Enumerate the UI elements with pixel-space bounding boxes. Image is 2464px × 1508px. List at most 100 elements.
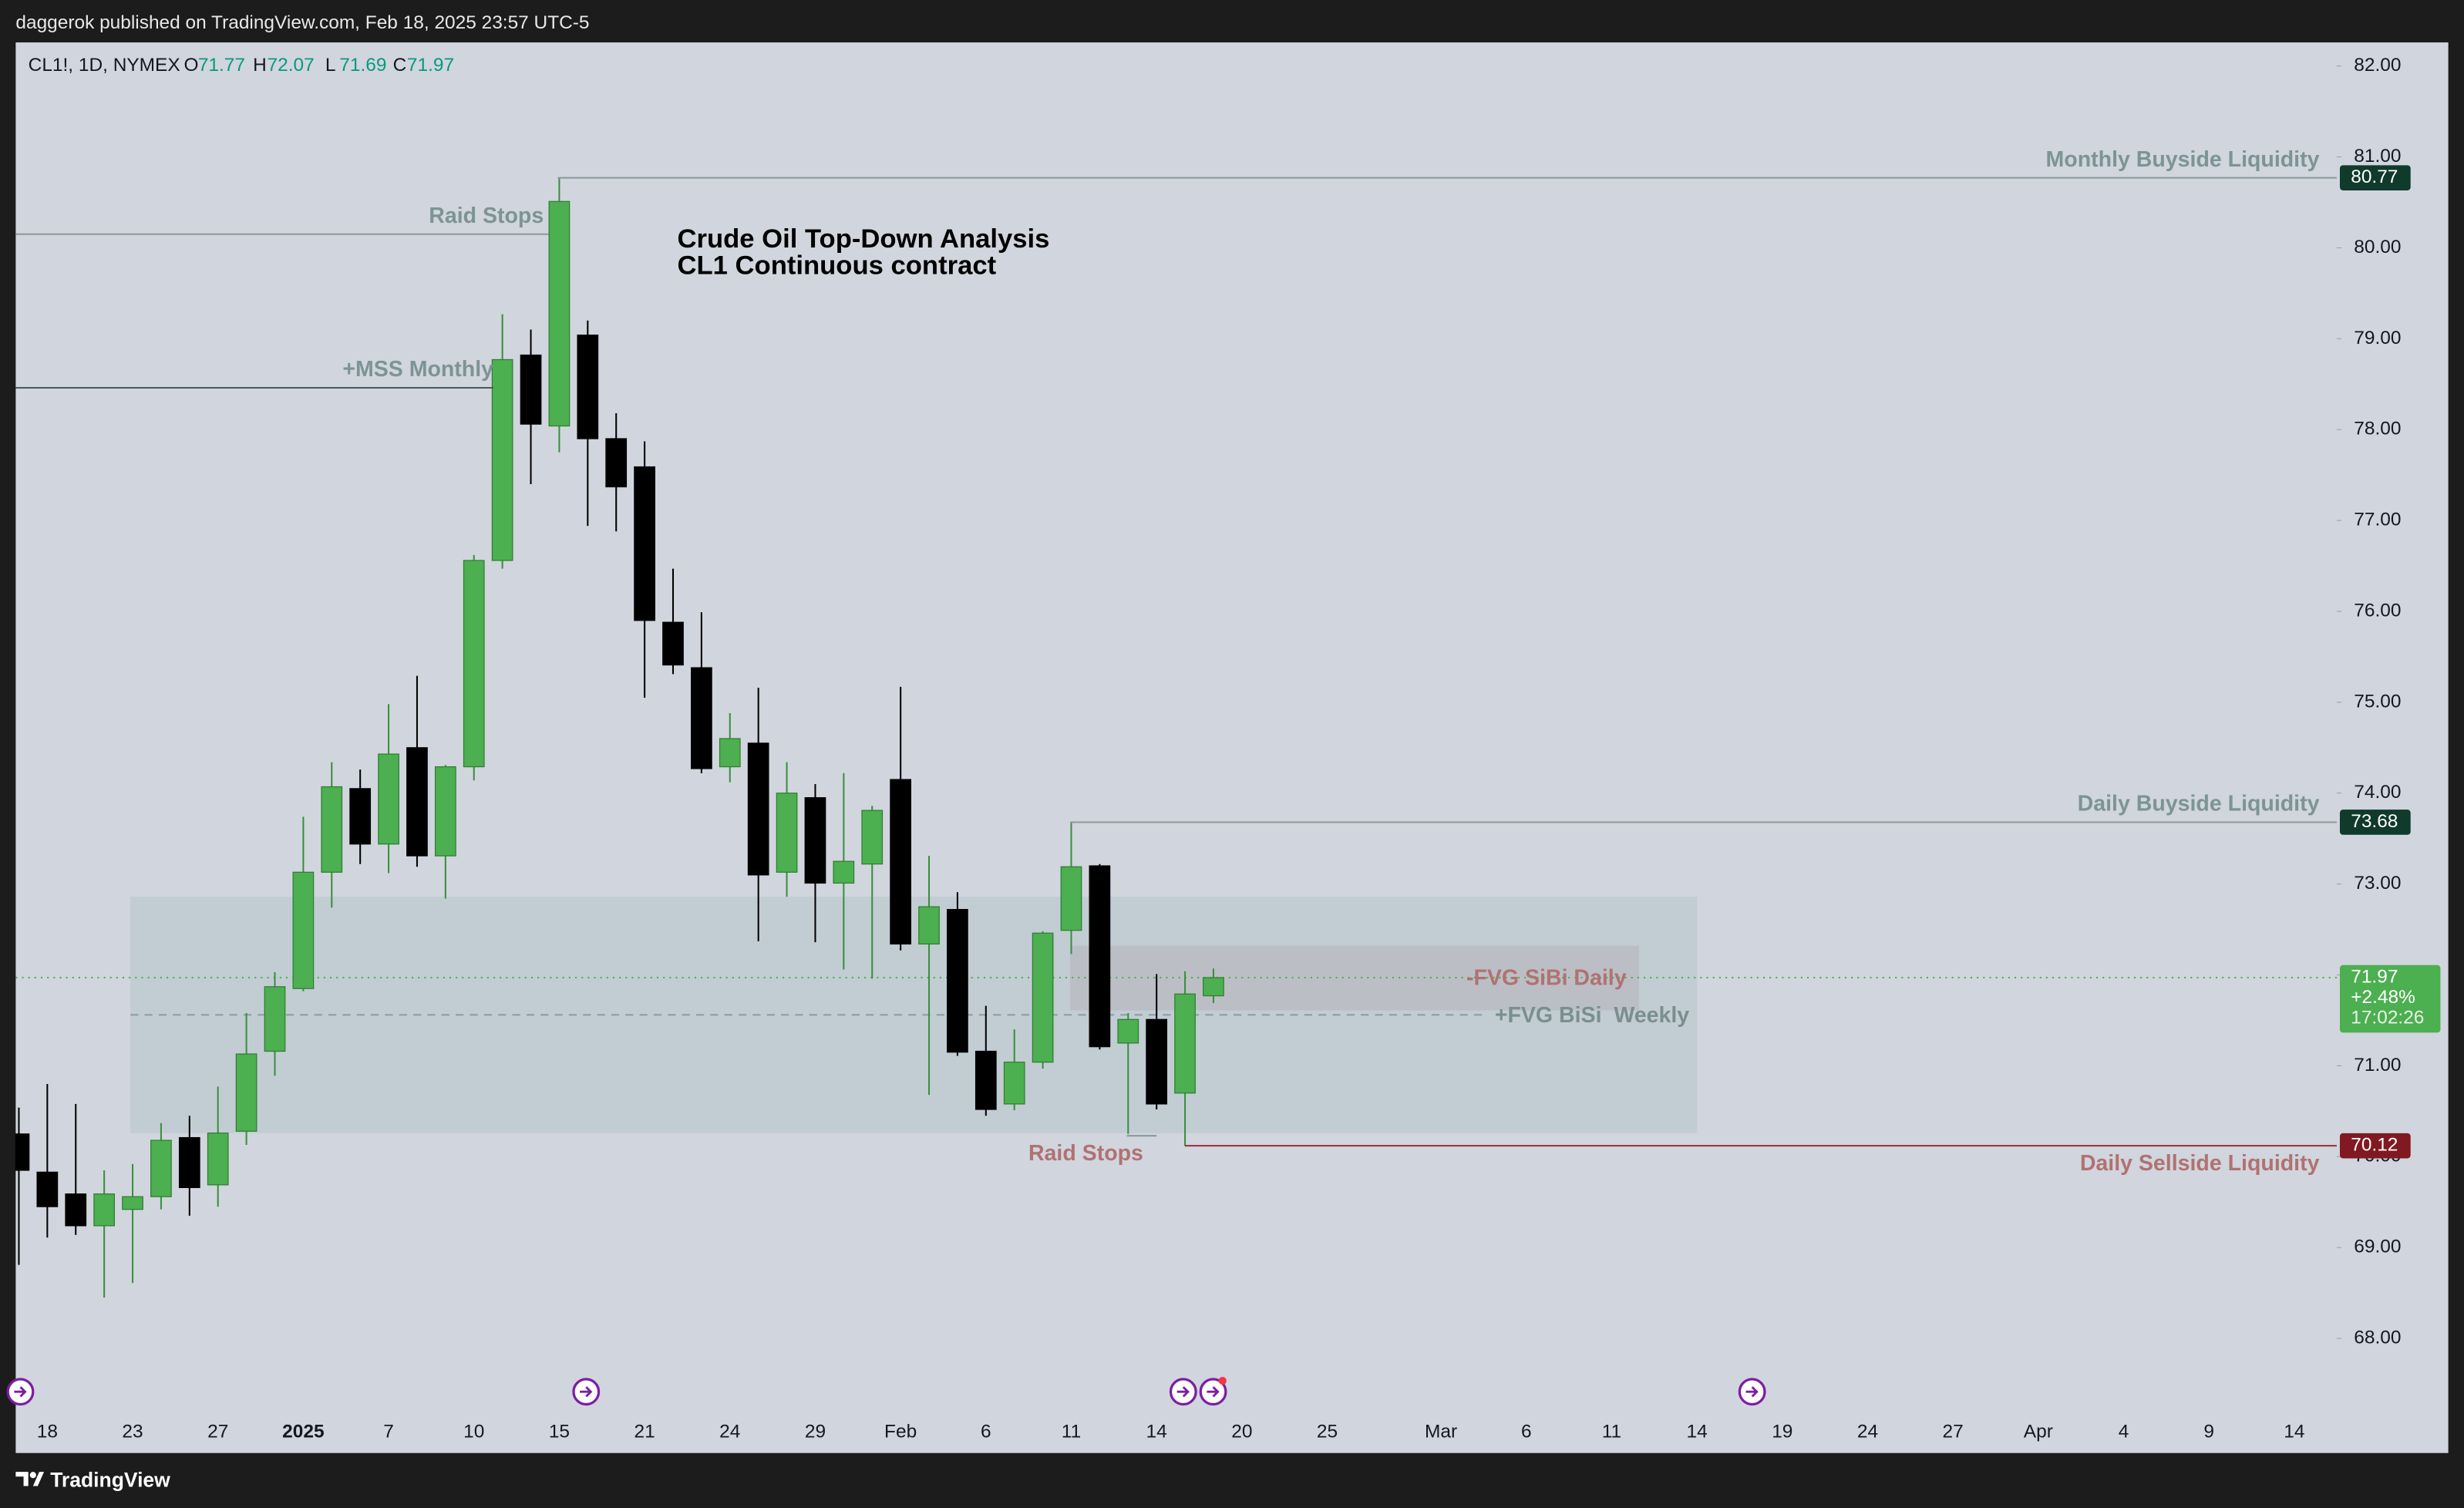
last-price-badge	[2339, 964, 2441, 1033]
y-tick-label: 71.00	[2354, 1055, 2401, 1075]
brand: TradingView	[50, 1468, 170, 1491]
level-label: Daily Buyside Liquidity	[2078, 792, 2320, 816]
candle-body	[406, 747, 428, 857]
y-tick-label: 81.00	[2354, 146, 2401, 167]
x-tick-label: 11	[1062, 1422, 1081, 1442]
candle-body	[321, 786, 343, 873]
ohlc-value: 72.07	[268, 55, 315, 76]
x-tick-label: 15	[549, 1422, 570, 1442]
zone-label: -FVG SiBi Daily	[1466, 966, 1627, 991]
candle-body	[1174, 993, 1196, 1094]
countdown: 17:02:26	[2351, 1007, 2424, 1028]
y-tick-label: 78.00	[2354, 419, 2401, 439]
last-change: +2.48%	[2351, 987, 2415, 1008]
x-tick-label: 24	[719, 1422, 740, 1442]
candle-body	[833, 860, 855, 884]
candle-body	[122, 1196, 143, 1210]
price-badge-label: 70.12	[2351, 1135, 2398, 1156]
candle-body	[974, 1050, 997, 1110]
candle-body	[918, 906, 940, 945]
candle-body	[691, 667, 712, 769]
x-tick-label: Mar	[1425, 1422, 1457, 1442]
x-tick-label: 24	[1857, 1422, 1878, 1442]
event-icon-glyph	[14, 1386, 27, 1398]
y-tick-label: 74.00	[2354, 782, 2401, 803]
candle-body	[292, 871, 315, 989]
candle-body	[65, 1193, 87, 1227]
brand-logo	[15, 1472, 45, 1486]
y-tick-label: 82.00	[2354, 55, 2401, 76]
x-tick-label: 7	[383, 1422, 394, 1442]
y-tick-label: 75.00	[2354, 691, 2401, 712]
candle-body	[1032, 932, 1054, 1063]
x-tick-label: 20	[1231, 1422, 1252, 1442]
x-tick-label: 14	[1687, 1422, 1708, 1442]
ohlc-label: L	[325, 55, 336, 76]
candle-body	[1003, 1062, 1025, 1105]
chart-pane	[15, 42, 2449, 1453]
candle-body	[207, 1133, 229, 1186]
ohlc-label: O	[183, 55, 198, 76]
candle-body	[776, 793, 798, 873]
level-label: +MSS Monthly	[342, 357, 493, 382]
candle-body	[15, 1133, 30, 1171]
x-tick-label: 9	[2203, 1422, 2214, 1442]
x-tick-label: 14	[2284, 1422, 2304, 1442]
candle-body	[235, 1053, 258, 1132]
candle-body	[634, 466, 655, 621]
x-tick-label: 4	[2119, 1422, 2129, 1442]
price-badge-label: 73.68	[2351, 811, 2398, 832]
x-tick-label: 14	[1146, 1422, 1167, 1442]
level-label: Daily Sellside Liquidity	[2080, 1151, 2320, 1176]
candle-body	[1146, 1018, 1168, 1105]
y-tick-label: 79.00	[2354, 328, 2401, 348]
candle-body	[890, 779, 911, 945]
x-tick-label: 2025	[282, 1422, 324, 1442]
level-label: Raid Stops	[1028, 1141, 1143, 1166]
candle-body	[378, 753, 399, 845]
x-tick-label: 18	[37, 1422, 58, 1442]
x-tick-label: 27	[207, 1422, 228, 1442]
x-tick-label: 25	[1317, 1422, 1338, 1442]
y-tick-label: 69.00	[2354, 1237, 2401, 1257]
x-tick-label: 11	[1602, 1422, 1621, 1442]
y-tick-label: 80.00	[2354, 237, 2401, 258]
candle-body	[434, 766, 456, 857]
candle-body	[491, 358, 513, 561]
candle-body	[747, 742, 769, 876]
ohlc-value: 71.97	[407, 55, 454, 76]
last-price: 71.97	[2351, 967, 2398, 988]
candle-body	[548, 200, 571, 427]
ohlc-label: H	[253, 55, 267, 76]
x-tick-label: Apr	[2024, 1422, 2053, 1442]
price-badge-label: 80.77	[2351, 167, 2398, 187]
price-badge	[2339, 1133, 2411, 1159]
x-tick-label: 29	[805, 1422, 826, 1442]
y-tick-label: 77.00	[2354, 510, 2401, 530]
x-tick-label: 10	[463, 1422, 484, 1442]
candle-body	[605, 438, 628, 488]
candle-body	[150, 1139, 172, 1197]
candle-body	[1060, 866, 1082, 931]
publisher: daggerok published on TradingView.com, F…	[15, 12, 589, 33]
zone-label: +FVG BiSi Weekly	[1495, 1003, 1689, 1028]
price-badge	[2339, 810, 2411, 835]
symbol: CL1!, 1D, NYMEX	[29, 55, 180, 76]
candle-body	[1117, 1018, 1139, 1044]
price-badge	[2339, 165, 2411, 190]
event-icon-glyph	[1176, 1386, 1190, 1398]
x-tick-label: 27	[1943, 1422, 1964, 1442]
y-tick-label: 68.00	[2354, 1328, 2401, 1348]
x-tick-label: Feb	[884, 1422, 917, 1442]
candle-body	[719, 738, 741, 768]
level-label: Raid Stops	[429, 204, 544, 228]
candle-body	[804, 797, 826, 884]
chart-title: Crude Oil Top-Down Analysis	[677, 224, 1049, 254]
candle-body	[93, 1193, 115, 1227]
event-icon-glyph	[580, 1386, 593, 1398]
event-icon-glyph	[1745, 1386, 1759, 1398]
x-tick-label: 19	[1772, 1422, 1792, 1442]
ohlc-label: C	[393, 55, 407, 76]
